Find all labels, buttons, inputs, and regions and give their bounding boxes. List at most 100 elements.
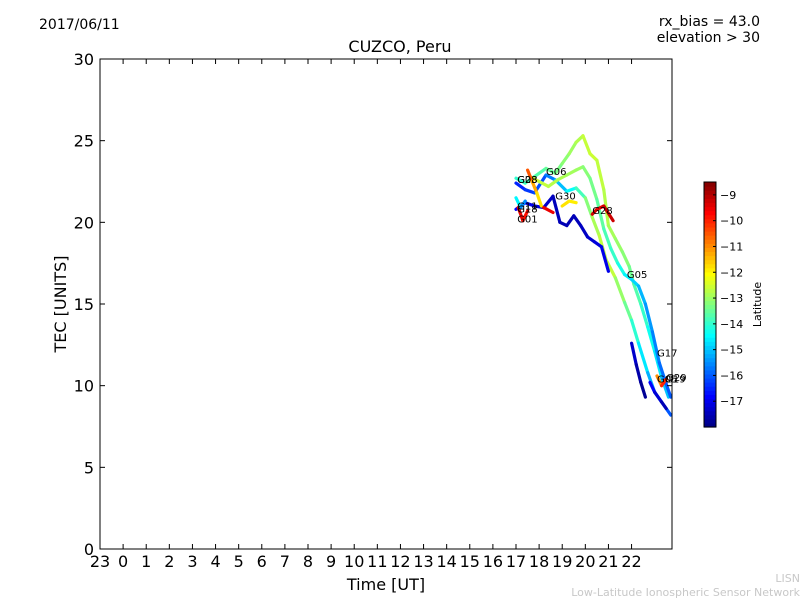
sat-label-g17: G17 — [657, 348, 677, 359]
colorbar-step — [704, 320, 716, 326]
footer-network: Low-Latitude Ionospheric Sensor Network — [571, 586, 800, 599]
colorbar-step — [704, 186, 716, 191]
series-segment — [530, 179, 539, 195]
series-segment — [636, 284, 648, 306]
series-segment — [572, 214, 583, 228]
series-segment — [537, 179, 551, 188]
colorbar-step — [704, 390, 716, 395]
series-segment — [542, 194, 555, 210]
x-tick-label: 17 — [506, 552, 526, 571]
series-g04 — [542, 206, 555, 215]
series-segment — [622, 300, 634, 322]
x-tick-label: 22 — [621, 552, 641, 571]
y-tick-label: 20 — [74, 213, 94, 232]
colorbar-step — [704, 284, 716, 289]
chart-title: CUZCO, Peru — [348, 37, 452, 56]
sat-label-g29: G29 — [666, 373, 686, 384]
colorbar-step — [704, 386, 716, 391]
series-segment — [514, 176, 527, 185]
series-segment — [639, 380, 648, 399]
series-g02 — [590, 204, 615, 223]
colorbar-step — [704, 288, 716, 293]
colorbar-step — [704, 259, 716, 265]
colorbar-tick-label: −10 — [720, 215, 743, 228]
series-segment — [553, 161, 564, 175]
series-segment — [544, 166, 557, 175]
series-segment — [555, 173, 569, 182]
colorbar-tick-label: −13 — [720, 292, 743, 305]
series-segment — [588, 176, 599, 202]
x-tick-label: 11 — [367, 552, 387, 571]
series-segment — [595, 158, 606, 192]
series-segment — [567, 199, 578, 205]
x-tick-label: 18 — [529, 552, 549, 571]
series-segment — [532, 166, 548, 179]
x-tick-label: 14 — [436, 552, 456, 571]
series-segment — [581, 134, 592, 156]
colorbar-step — [704, 226, 716, 232]
series-segment — [595, 197, 606, 231]
sat-label-g11: G11 — [517, 201, 537, 212]
series-segment — [535, 191, 544, 208]
series-segment — [599, 245, 611, 273]
colorbar-tick-label: −11 — [720, 240, 743, 253]
series-segment — [579, 224, 590, 239]
series-segment — [659, 375, 671, 399]
y-tick-label: 15 — [74, 295, 94, 314]
colorbar-tick-label: −15 — [720, 344, 743, 357]
series-segment — [616, 261, 627, 277]
series-segment — [636, 341, 650, 375]
colorbar-step — [704, 357, 716, 363]
series-segment — [514, 181, 527, 192]
colorbar-step — [704, 394, 716, 400]
x-tick-label: 20 — [575, 552, 595, 571]
colorbar-step — [704, 300, 716, 306]
colorbar-step — [704, 369, 716, 375]
series-segment — [565, 214, 576, 228]
colorbar-step — [704, 402, 716, 408]
colorbar-step — [704, 263, 716, 269]
colorbar-step — [704, 353, 716, 359]
series-segment — [602, 204, 615, 223]
colorbar-step — [704, 218, 716, 224]
colorbar-step — [704, 239, 716, 244]
series-segment — [613, 276, 627, 304]
colorbar-step — [704, 247, 716, 253]
colorbar-frame — [703, 181, 717, 428]
series-segment — [659, 377, 668, 388]
x-tick-label: 12 — [390, 552, 410, 571]
x-tick-label: 5 — [234, 552, 244, 571]
sat-label-g19: G19 — [665, 374, 685, 385]
series-segment — [567, 140, 578, 156]
colorbar-step — [704, 255, 716, 261]
sat-label-g03: G03 — [517, 175, 537, 186]
series-segment — [565, 168, 578, 177]
x-tick-label: 10 — [344, 552, 364, 571]
colorbar-step — [704, 329, 716, 334]
y-tick-label: 5 — [84, 458, 94, 477]
colorbar-step — [704, 304, 716, 310]
colorbar-step — [704, 406, 716, 412]
series-g06 — [514, 134, 671, 399]
colorbar-step — [704, 373, 716, 379]
plot-frame — [99, 58, 673, 550]
y-tick-label: 10 — [74, 377, 94, 396]
sat-label-g28: G28 — [517, 175, 537, 186]
footer: LISN Low-Latitude Ionospheric Sensor Net… — [571, 572, 800, 600]
colorbar-step — [704, 349, 716, 355]
series-segment — [521, 209, 530, 223]
elevation-label: elevation > 30 — [656, 30, 760, 46]
colorbar-title: Latitude — [751, 282, 764, 328]
sat-label-g18: G18 — [517, 205, 537, 216]
colorbar-step — [704, 410, 716, 416]
colorbar-step — [704, 182, 716, 187]
colorbar-step — [704, 296, 716, 302]
series-segment — [525, 168, 534, 184]
colorbar-step — [704, 312, 716, 318]
series-g28 — [528, 165, 673, 399]
x-tick-label: 3 — [187, 552, 197, 571]
series-g17 — [648, 380, 668, 411]
colorbar-step — [704, 267, 716, 273]
